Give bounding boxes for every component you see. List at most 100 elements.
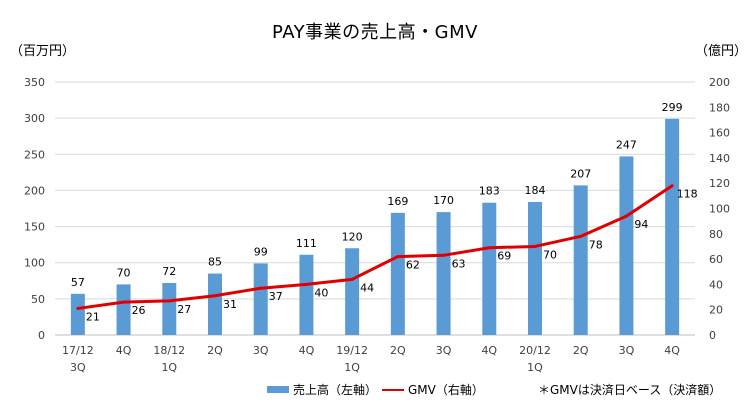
bar — [528, 201, 542, 335]
gmv-point — [350, 277, 354, 281]
bar — [390, 212, 405, 335]
x-tick-label: 4Q — [299, 344, 315, 357]
bar-series — [70, 118, 680, 335]
x-tick-label: 20/12 1Q — [519, 344, 551, 374]
gmv-value-label: 118 — [677, 188, 698, 201]
x-tick-label: 2Q — [390, 344, 406, 357]
left-tick-label: 300 — [24, 112, 45, 125]
x-tick-label: 19/12 1Q — [336, 344, 368, 374]
x-tick-label: 3Q — [436, 344, 452, 357]
gmv-point — [304, 282, 308, 286]
bar-value-label: 184 — [525, 184, 546, 197]
gmv-point — [76, 306, 80, 310]
bar-value-label: 72 — [162, 265, 176, 278]
gmv-line — [77, 184, 673, 310]
left-tick-label: 200 — [24, 184, 45, 197]
gmv-point — [487, 246, 491, 250]
bar-value-label: 120 — [342, 230, 363, 243]
gmv-point — [533, 244, 537, 248]
x-tick-label: 2Q — [573, 344, 589, 357]
bar-value-label: 169 — [387, 195, 408, 208]
left-axis-unit: （百万円） — [10, 44, 76, 59]
gmv-point — [213, 294, 217, 298]
bar — [665, 118, 680, 335]
right-tick-label: 0 — [709, 329, 716, 342]
right-tick-label: 200 — [709, 76, 730, 89]
left-tick-label: 0 — [38, 329, 45, 342]
x-tick-label: 18/12 1Q — [153, 344, 185, 374]
bar — [70, 293, 85, 335]
legend-swatch-bar — [267, 386, 289, 393]
bar-value-label: 99 — [254, 245, 268, 258]
bar — [299, 254, 314, 335]
gmv-point — [442, 253, 446, 257]
footnote: ＊GMVは決済日ベース（決済額） — [538, 383, 722, 397]
grid-lines — [55, 81, 695, 336]
gmv-value-label: 63 — [452, 257, 466, 270]
gmv-value-label: 27 — [177, 303, 191, 316]
bar-value-label: 111 — [296, 237, 317, 250]
bar — [162, 282, 177, 335]
bar — [482, 202, 497, 335]
bar-value-label: 183 — [479, 185, 500, 198]
gmv-point — [579, 234, 583, 238]
gmv-value-label: 94 — [634, 218, 648, 231]
gmv-point — [670, 184, 674, 188]
gmv-point — [624, 214, 628, 218]
right-tick-label: 160 — [709, 127, 730, 140]
legend-label-gmv: GMV（右軸） — [408, 383, 484, 397]
bar-value-label: 70 — [117, 266, 131, 279]
gmv-point — [167, 299, 171, 303]
right-axis-unit: （億円） — [695, 44, 748, 59]
gmv-value-label: 37 — [269, 290, 283, 303]
gmv-point — [396, 255, 400, 259]
bar-value-label: 207 — [570, 167, 591, 180]
x-tick-label: 17/12 3Q — [62, 344, 94, 374]
gmv-value-label: 62 — [406, 259, 420, 272]
bar — [253, 263, 268, 335]
x-tick-label: 4Q — [664, 344, 680, 357]
gmv-value-label: 78 — [589, 238, 603, 251]
right-tick-label: 60 — [709, 253, 723, 266]
chart-title: PAY事業の売上高・GMV — [272, 22, 478, 43]
gmv-value-label: 69 — [497, 250, 511, 263]
tick-labels: 0 50 100 150 200 250 300 350 0 20 40 60 80 100 120 140 1… — [24, 76, 730, 374]
right-tick-label: 140 — [709, 152, 730, 165]
x-tick-label: 2Q — [207, 344, 223, 357]
gmv-value-label: 31 — [223, 298, 237, 311]
bar-value-label: 299 — [662, 101, 683, 114]
bar — [573, 185, 588, 335]
right-tick-label: 120 — [709, 177, 730, 190]
x-tick-label: 4Q — [481, 344, 497, 357]
data-labels: 57 70 72 85 99 111 120 169 170 183 184 207 247 299 21 2… — [71, 101, 698, 324]
legend-swatch-line — [382, 388, 404, 391]
bar — [116, 284, 131, 335]
left-tick-label: 350 — [24, 76, 45, 89]
left-tick-label: 150 — [24, 221, 45, 234]
gmv-value-label: 70 — [543, 248, 557, 261]
right-tick-label: 180 — [709, 101, 730, 114]
left-tick-label: 250 — [24, 148, 45, 161]
gmv-value-label: 26 — [132, 304, 146, 317]
line-series — [76, 184, 674, 310]
x-tick-label: 4Q — [116, 344, 132, 357]
bar — [436, 212, 451, 335]
left-tick-label: 50 — [31, 293, 45, 306]
gmv-value-label: 21 — [86, 310, 100, 323]
legend-item-gmv: GMV（右軸） — [382, 381, 484, 398]
right-tick-label: 20 — [709, 304, 723, 317]
gmv-point — [122, 300, 126, 304]
left-tick-label: 100 — [24, 257, 45, 270]
bar — [208, 273, 222, 335]
x-tick-label: 3Q — [619, 344, 635, 357]
legend-label-revenue: 売上高（左軸） — [293, 383, 378, 397]
bar — [345, 248, 360, 335]
x-tick-label: 3Q — [253, 344, 269, 357]
gmv-value-label: 44 — [360, 281, 374, 294]
bar-value-label: 85 — [208, 256, 222, 269]
right-tick-label: 80 — [709, 228, 723, 241]
right-tick-label: 100 — [709, 203, 730, 216]
legend-item-revenue: 売上高（左軸） — [267, 381, 377, 398]
right-tick-label: 40 — [709, 278, 723, 291]
